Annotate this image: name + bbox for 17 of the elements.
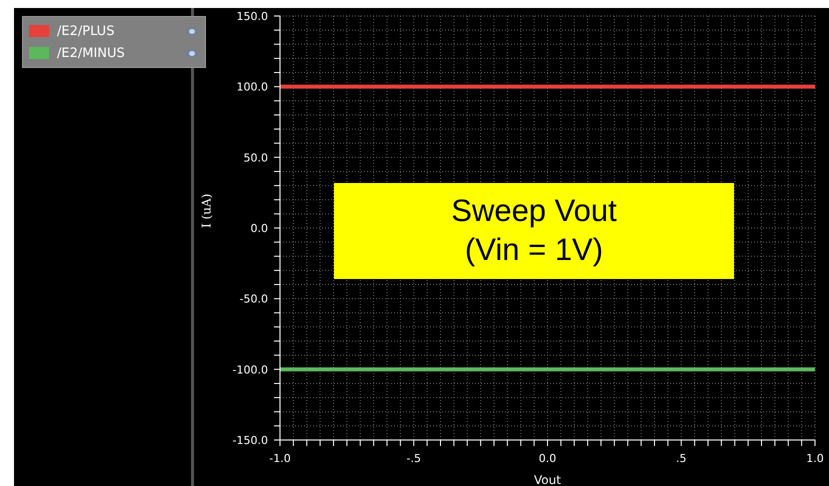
- x-axis-title: Vout: [534, 473, 562, 486]
- note-box: Sweep Vout (Vin = 1V): [334, 183, 734, 279]
- y-tick-label: -100.0: [232, 363, 268, 376]
- legend-label: /E2/MINUS: [57, 46, 126, 60]
- x-tick-label: -.5: [406, 452, 421, 465]
- y-tick-label: -50.0: [240, 292, 268, 306]
- x-tick-label: 0.0: [538, 452, 556, 465]
- legend-label: /E2/PLUS: [57, 24, 116, 38]
- y-axis-title: I (uA): [199, 194, 214, 228]
- x-tick-label: -1.0: [269, 452, 291, 465]
- y-tick-label: 100.0: [236, 80, 268, 94]
- y-tick-label: 50.0: [244, 151, 268, 164]
- y-tick-label: 0.0: [250, 222, 268, 235]
- x-tick-label: 1.0: [806, 452, 824, 465]
- y-tick-label: 150.0: [236, 10, 268, 23]
- y-tick-label: -150.0: [232, 434, 268, 447]
- x-tick-label: .5: [676, 452, 686, 465]
